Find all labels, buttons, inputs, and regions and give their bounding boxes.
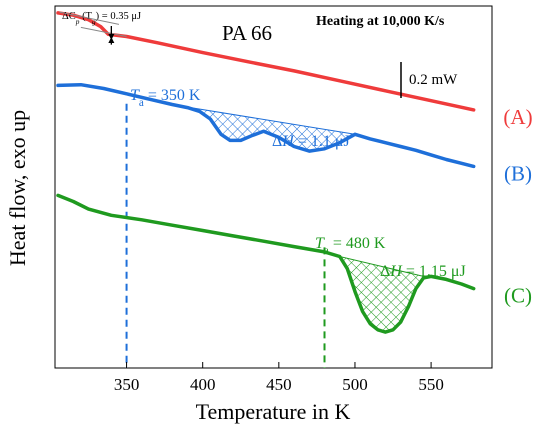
plot-frame — [54, 5, 493, 369]
x-tick-label: 400 — [190, 375, 216, 394]
reference-line-label-2: Ta = 480 K — [315, 235, 386, 257]
series-label-1: (A) — [503, 105, 532, 129]
tg-arrow-up — [108, 37, 115, 44]
series-lines — [56, 11, 476, 334]
series-label-3: (C) — [504, 284, 532, 308]
scale-bar-label: 0.2 mW — [409, 72, 458, 88]
tg-tangent-lower — [80, 26, 127, 38]
x-tick-label: 550 — [418, 375, 444, 394]
series-line-2 — [56, 82, 476, 169]
series-line-1 — [56, 11, 476, 112]
chart-title: PA 66 — [222, 21, 272, 45]
shaded-area-label-1: ΔH = 1.1 μJ — [272, 133, 350, 150]
series-label-2: (B) — [504, 161, 532, 185]
reference-line-label-1: Ta = 350 K — [130, 87, 201, 109]
x-tick-label: 450 — [266, 375, 292, 394]
shaded-area-label-2: ΔH = 1.15 μJ — [380, 263, 466, 280]
tg-arrow-down — [108, 34, 115, 40]
tg-tangent-upper — [59, 11, 120, 25]
x-tick-label: 350 — [114, 375, 140, 394]
x-ticks: 350 400 450 500 550 — [114, 362, 444, 394]
series-line-3 — [56, 193, 476, 334]
y-axis-label: Heat flow, exo up — [5, 110, 30, 266]
chart-subtitle: Heating at 10,000 K/s — [316, 14, 445, 29]
reference-lines — [125, 103, 326, 368]
x-tick-label: 500 — [342, 375, 368, 394]
tg-annotation: ΔCp (Tg) = 0.35 μJ — [62, 11, 141, 26]
labels: (A) (B) (C) Ta = 350 K Ta = 480 K ΔH = 1.1 μJ… — [59, 11, 533, 308]
x-axis-label: Temperature in K — [196, 399, 351, 424]
